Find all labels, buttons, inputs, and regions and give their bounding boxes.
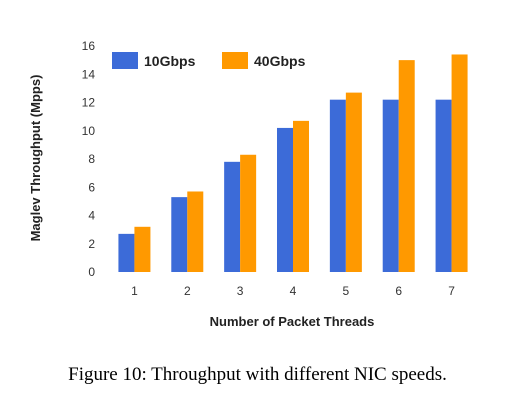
bar-40Gbps-6	[399, 60, 415, 272]
y-tick-label: 2	[88, 237, 95, 251]
y-tick-label: 14	[82, 67, 96, 81]
y-axis-title: Maglev Throughput (Mpps)	[28, 75, 43, 242]
x-tick-label: 4	[290, 284, 297, 298]
bar-10Gbps-3	[224, 162, 240, 272]
legend-swatch-40Gbps	[222, 52, 248, 69]
y-tick-label: 0	[88, 265, 95, 279]
legend-label-10Gbps: 10Gbps	[144, 53, 196, 69]
bar-40Gbps-7	[452, 54, 468, 272]
bar-40Gbps-3	[240, 155, 256, 272]
x-tick-label: 7	[448, 284, 455, 298]
legend-label-40Gbps: 40Gbps	[254, 53, 306, 69]
bar-40Gbps-5	[346, 93, 362, 272]
bar-10Gbps-6	[383, 100, 399, 272]
bar-10Gbps-5	[330, 100, 346, 272]
bar-40Gbps-4	[293, 121, 309, 272]
x-tick-label: 3	[237, 284, 244, 298]
y-tick-label: 8	[88, 152, 95, 166]
bar-10Gbps-2	[171, 197, 187, 272]
bar-10Gbps-4	[277, 128, 293, 272]
x-tick-label: 6	[395, 284, 402, 298]
bar-10Gbps-7	[436, 100, 452, 272]
x-tick-label: 1	[131, 284, 138, 298]
bar-40Gbps-1	[134, 227, 150, 272]
legend-swatch-10Gbps	[112, 52, 138, 69]
y-tick-label: 10	[82, 124, 96, 138]
chart-bars	[118, 54, 467, 272]
y-tick-label: 4	[88, 209, 95, 223]
bar-10Gbps-1	[118, 234, 134, 272]
x-axis-ticks: 1 2 3 4 5 6 7	[131, 284, 455, 298]
y-axis-ticks: 0 2 4 6 8 10 12 14 16	[82, 39, 96, 279]
y-tick-label: 6	[88, 180, 95, 194]
chart-legend: 10Gbps 40Gbps	[112, 52, 306, 69]
x-tick-label: 2	[184, 284, 191, 298]
x-axis-title: Number of Packet Threads	[210, 314, 375, 329]
figure-caption: Figure 10: Throughput with different NIC…	[0, 364, 515, 386]
bar-40Gbps-2	[187, 191, 203, 272]
x-tick-label: 5	[343, 284, 350, 298]
y-tick-label: 16	[82, 39, 96, 53]
y-tick-label: 12	[82, 96, 96, 110]
